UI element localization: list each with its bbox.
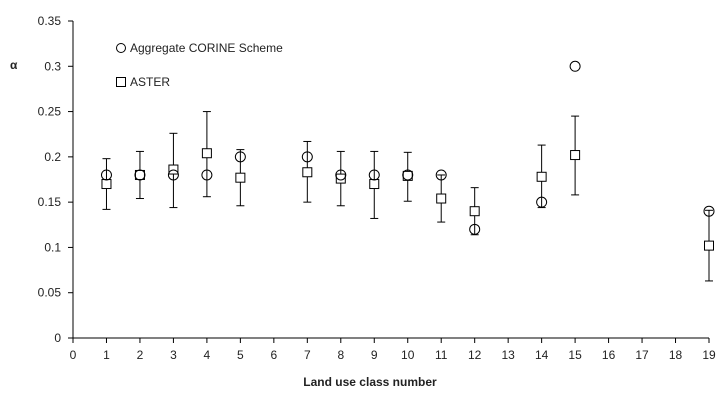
x-tick-label: 17 [635,348,649,362]
legend-square-icon [116,77,126,87]
aster-point [469,206,480,217]
legend: Aggregate CORINE Scheme ASTER [116,41,283,89]
x-tick-label: 6 [270,348,277,362]
y-tick-label: 0.1 [44,240,61,254]
corine-point [167,169,179,181]
legend-label-corine: Aggregate CORINE Scheme [130,41,283,55]
y-axis-title: α [10,58,18,72]
x-tick-label: 16 [602,348,616,362]
corine-point [469,223,481,235]
aster-point [302,167,313,178]
aster-point [570,150,581,161]
x-tick-label: 14 [535,348,549,362]
x-tick-label: 15 [568,348,582,362]
corine-point [100,169,112,181]
x-tick-label: 4 [204,348,211,362]
x-tick-label: 0 [70,348,77,362]
x-tick-label: 2 [137,348,144,362]
aster-point [369,179,380,190]
x-tick-label: 5 [237,348,244,362]
corine-point [435,169,447,181]
aster-point [536,171,547,182]
x-tick-label: 3 [170,348,177,362]
corine-point [703,205,715,217]
x-tick-label: 10 [401,348,415,362]
x-tick-label: 1 [103,348,110,362]
corine-point [201,169,213,181]
aster-point [134,169,145,180]
y-tick-label: 0.25 [38,105,62,119]
y-tick-label: 0 [54,331,61,345]
y-tick-label: 0.3 [44,59,61,73]
x-tick-label: 7 [304,348,311,362]
aster-point [704,240,714,251]
corine-point [402,169,414,181]
y-tick-label: 0.35 [38,14,62,28]
x-tick-label: 8 [337,348,344,362]
x-tick-label: 13 [501,348,515,362]
errorbar-layer [102,111,713,282]
x-tick-label: 11 [435,348,448,362]
corine-point [536,196,548,208]
y-tick-label: 0.2 [44,150,61,164]
x-tick-label: 18 [669,348,683,362]
corine-point [301,151,313,163]
x-tick-label: 9 [371,348,378,362]
aster-point [101,179,112,190]
aster-point [335,173,346,184]
y-tick-label: 0.15 [38,195,62,209]
x-tick-label: 19 [702,348,716,362]
marker-layer [100,60,715,251]
corine-point [134,169,146,181]
corine-point [368,169,380,181]
y-tick-label: 0.05 [38,286,62,300]
aster-point [436,193,447,204]
aster-point [235,172,246,183]
axes-layer: 00.050.10.150.20.250.30.350 1 2 3 4 5 6 7 8 9 10 11… [38,14,716,362]
legend-circle-icon [116,43,126,53]
corine-point [569,60,581,72]
corine-point [234,151,246,163]
legend-label-aster: ASTER [130,75,170,89]
aster-point [201,148,212,159]
corine-point [335,169,347,181]
x-tick-label: 12 [468,348,482,362]
x-axis-title: Land use class number [303,375,437,389]
